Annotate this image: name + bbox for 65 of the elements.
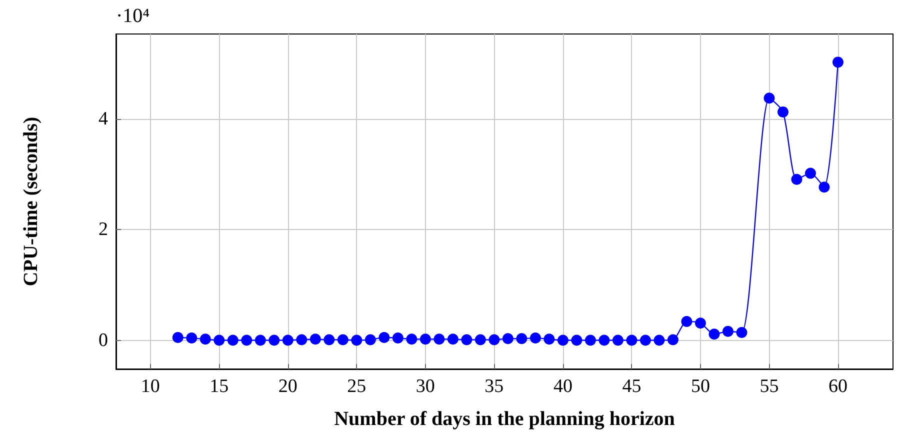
point — [214, 334, 225, 346]
point — [516, 333, 528, 344]
x-tick-label: 60 — [828, 376, 848, 397]
point — [681, 316, 692, 327]
y-tick-label: 2 — [98, 219, 108, 240]
point — [722, 326, 734, 337]
point — [791, 174, 802, 185]
point — [530, 332, 541, 344]
point — [832, 56, 844, 68]
point — [447, 334, 458, 345]
point — [654, 334, 665, 346]
x-tick-label: 45 — [622, 376, 642, 397]
y-tick-label: 4 — [98, 108, 108, 130]
point — [612, 334, 624, 346]
text: ·10⁴ — [116, 5, 150, 27]
point — [571, 334, 582, 346]
point — [282, 334, 294, 346]
point — [557, 334, 568, 346]
y-tick-label: 0 — [98, 330, 108, 351]
point — [736, 327, 748, 338]
point — [186, 332, 198, 344]
point — [640, 334, 651, 346]
point — [254, 334, 266, 346]
point — [434, 334, 445, 345]
point — [764, 92, 775, 104]
x-tick-label: 35 — [484, 376, 504, 397]
point — [818, 182, 830, 193]
x-tick-label: 20 — [278, 376, 298, 397]
point — [598, 334, 610, 346]
point — [805, 168, 816, 179]
point — [667, 334, 678, 346]
x-tick-label: 55 — [760, 376, 779, 397]
point — [364, 334, 376, 346]
point — [544, 334, 555, 345]
point — [708, 328, 720, 340]
point — [406, 334, 418, 345]
point — [172, 332, 184, 343]
point — [241, 334, 252, 346]
point — [378, 332, 390, 343]
x-axis-title: Number of days in the planning horizon — [334, 408, 675, 430]
point — [392, 332, 404, 344]
point — [488, 334, 500, 346]
point — [268, 334, 280, 346]
point — [200, 334, 211, 345]
x-tick-label: 50 — [690, 376, 710, 397]
point — [337, 334, 348, 346]
point — [310, 334, 321, 345]
point — [324, 334, 335, 346]
point — [474, 334, 486, 346]
point — [351, 334, 362, 346]
x-tick-label: 15 — [210, 376, 229, 397]
point — [420, 334, 431, 345]
x-tick-label: 25 — [347, 376, 366, 397]
point — [584, 334, 596, 346]
point — [227, 334, 238, 346]
x-tick-label: 10 — [140, 376, 160, 397]
point — [626, 334, 638, 346]
point — [296, 334, 308, 346]
point — [777, 106, 788, 118]
point — [502, 333, 514, 344]
x-tick-label: 30 — [416, 376, 435, 397]
y-axis-title: CPU-time (seconds) — [20, 116, 42, 286]
point — [694, 318, 706, 329]
point — [461, 334, 472, 346]
x-tick-label: 40 — [553, 376, 572, 397]
